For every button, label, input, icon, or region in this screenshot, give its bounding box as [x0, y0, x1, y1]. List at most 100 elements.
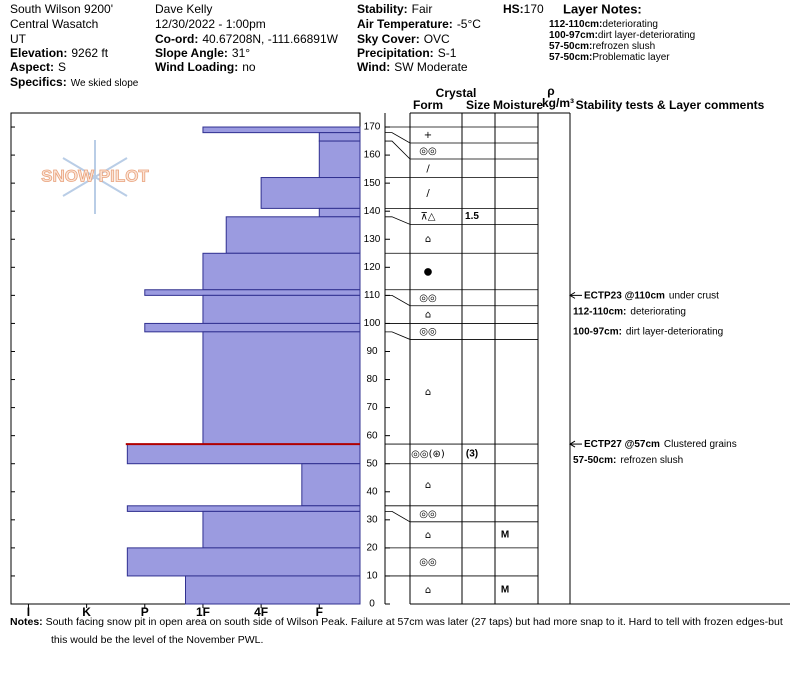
hardness-bar — [144, 289, 361, 296]
grain-form: ⌂ — [425, 234, 431, 245]
observer: Dave Kelly — [155, 2, 212, 16]
x-tick-label: P — [141, 605, 149, 619]
grain-form: ⌂ — [425, 387, 431, 398]
comment-text: deteriorating — [630, 306, 686, 317]
y-tick-label: 140 — [364, 206, 381, 217]
column-header: Size — [466, 98, 490, 112]
grain-form: ◎◎(⊛) — [411, 449, 445, 460]
hardness-bar — [318, 207, 361, 218]
layer-notes-title: Layer Notes: — [563, 1, 642, 16]
moisture: M — [501, 529, 509, 540]
notes-text: South facing snow pit in open area on so… — [45, 616, 783, 646]
specifics: Specifics: We skied slope — [10, 75, 139, 89]
elevation: Elevation: 9262 ft — [10, 46, 109, 60]
aspect: Aspect: S — [10, 60, 66, 74]
hardness-bar — [318, 132, 361, 142]
value: -5°C — [457, 17, 481, 31]
label: Aspect: — [10, 60, 54, 74]
grain-form: ◎◎ — [419, 557, 436, 568]
value: We skied slope — [71, 78, 139, 89]
hardness-bar — [202, 252, 361, 291]
layer-comment: 100-97cm: dirt layer-deteriorating — [573, 326, 723, 337]
layer-connector — [385, 132, 538, 144]
test-code: ECTP27 @57cm — [584, 439, 660, 450]
comment-label: 112-110cm: — [573, 306, 626, 317]
notes: Notes: South facing snow pit in open are… — [10, 613, 790, 649]
label: Sky Cover: — [357, 32, 420, 46]
hardness-bar — [202, 510, 361, 549]
value: 31° — [232, 46, 250, 60]
coord: Co-ord: 40.67208N, -111.66891W — [155, 32, 339, 46]
value: dirt layer-deteriorating — [598, 30, 695, 41]
value: deteriorating — [602, 19, 658, 30]
label: Co-ord: — [155, 32, 198, 46]
location: South Wilson 9200' — [10, 2, 113, 16]
label: Air Temperature: — [357, 17, 453, 31]
value: Problematic layer — [592, 52, 670, 63]
hardness-bar — [202, 331, 361, 445]
test-note: under crust — [669, 290, 719, 301]
y-tick-label: 50 — [366, 458, 378, 469]
grain-form: + — [424, 130, 432, 141]
datetime: 12/30/2022 - 1:00pm — [155, 17, 266, 31]
hardness-bar — [185, 575, 361, 605]
grain-form: ◎◎ — [419, 509, 436, 520]
layer-connector — [385, 511, 538, 523]
test-code: ECTP23 @110cm — [584, 290, 665, 301]
grain-size: (3) — [466, 449, 478, 460]
y-tick-label: 20 — [366, 543, 378, 554]
hardness-bar — [202, 126, 361, 134]
value: Fair — [412, 2, 433, 16]
range: Central Wasatch — [10, 17, 98, 31]
hardness-bar — [225, 216, 361, 254]
hardness-bar — [126, 505, 361, 512]
label: Wind Loading: — [155, 60, 238, 74]
grain-form: ◎◎ — [419, 326, 436, 337]
y-tick-label: 170 — [364, 122, 381, 133]
label: Elevation: — [10, 46, 67, 60]
grain-form: ◎◎ — [419, 146, 436, 157]
y-tick-label: 10 — [366, 571, 378, 582]
grain-form: / — [426, 188, 430, 199]
label: 100-97cm: — [549, 30, 598, 41]
y-tick-label: 60 — [366, 430, 378, 441]
y-tick-label: 130 — [364, 234, 381, 245]
layer-comment: 57-50cm: refrozen slush — [573, 455, 683, 466]
precipitation: Precipitation: S-1 — [357, 46, 457, 60]
label: Wind: — [357, 60, 390, 74]
column-header: Form — [413, 98, 443, 112]
x-tick-label: F — [316, 605, 323, 619]
label: 112-110cm: — [549, 19, 602, 30]
label: 57-50cm: — [549, 41, 592, 52]
column-header: Crystal — [436, 86, 477, 100]
y-tick-label: 150 — [364, 178, 381, 189]
y-tick-label: 120 — [364, 262, 381, 273]
layer-note: 112-110cm:deteriorating — [549, 19, 658, 30]
column-header: Moisture — [493, 98, 543, 112]
layer-note: 57-50cm:refrozen slush — [549, 41, 655, 52]
watermark: SNOW PILOT — [41, 166, 149, 185]
layer-connector — [385, 331, 538, 340]
notes-label: Notes: — [10, 616, 43, 628]
value: SW Moderate — [394, 60, 468, 74]
hardness-bar — [301, 463, 361, 507]
x-tick-label: K — [82, 605, 91, 619]
air-temp: Air Temperature: -5°C — [357, 17, 481, 31]
test-note: Clustered grains — [664, 439, 737, 450]
wind-loading: Wind Loading: no — [155, 60, 256, 74]
comment-text: dirt layer-deteriorating — [626, 326, 723, 337]
grain-form: ● — [424, 267, 433, 278]
hardness-bar — [260, 177, 361, 209]
y-tick-label: 80 — [366, 374, 378, 385]
grain-form: ⊼△ — [420, 211, 435, 222]
y-tick-label: 110 — [364, 290, 380, 301]
hs: HS:170 — [503, 2, 544, 16]
x-tick-label: 1F — [196, 605, 210, 619]
grain-form: ⌂ — [425, 480, 431, 491]
grain-size: 1.5 — [465, 211, 479, 222]
moisture: M — [501, 585, 509, 596]
stability: Stability: Fair — [357, 2, 432, 16]
